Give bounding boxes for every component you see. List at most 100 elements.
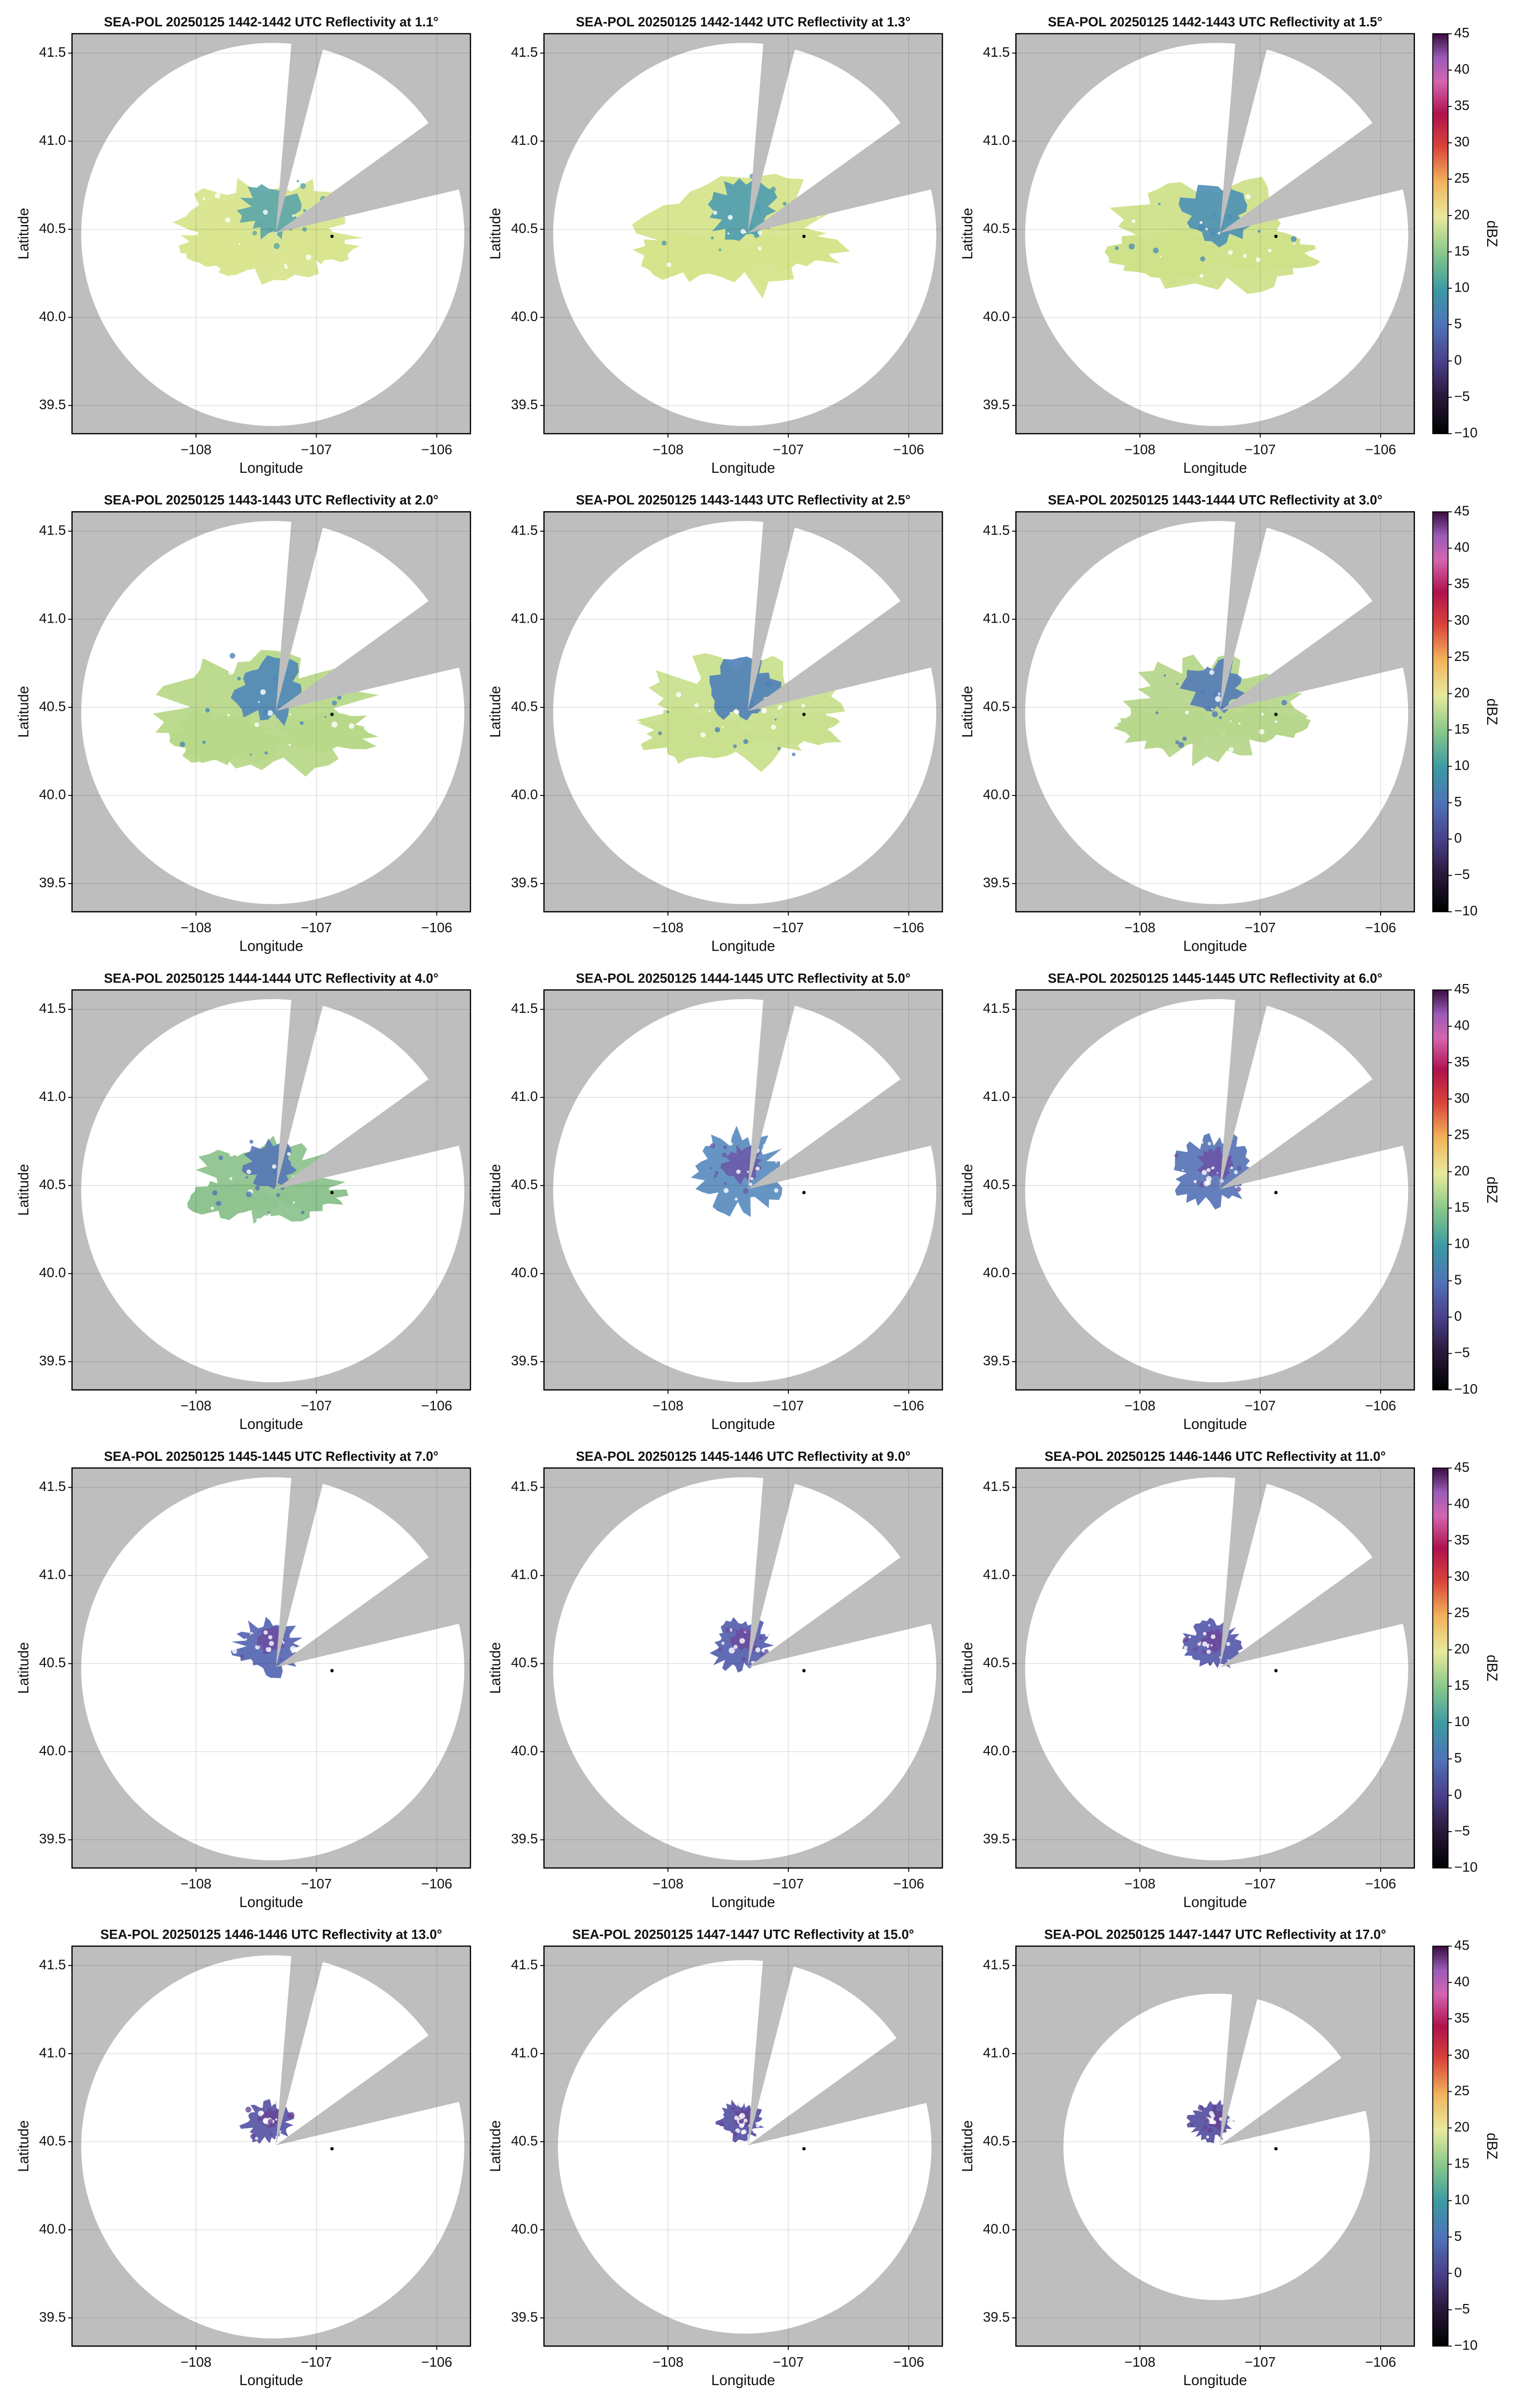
y-tick-label: 39.5 (39, 2309, 66, 2324)
echo-speckle (1188, 1636, 1192, 1639)
echo-speckle (275, 2118, 278, 2121)
y-axis-label: Latitude (960, 1642, 976, 1694)
echo-speckle (774, 1188, 779, 1193)
echo-speckle (729, 1142, 733, 1146)
echo-speckle (284, 263, 287, 267)
echo-speckle (211, 1206, 214, 1210)
chart-title: SEA-POL 20250125 1445-1445 UTC Reflectiv… (1048, 971, 1382, 985)
y-tick-label: 40.0 (39, 2221, 66, 2236)
echo-speckle (292, 214, 295, 218)
echo-speckle (289, 713, 292, 716)
echo-speckle (215, 192, 221, 199)
echo-speckle (761, 708, 767, 714)
colorbar-tick-label: 5 (1454, 316, 1462, 331)
echo-speckle (302, 226, 307, 232)
blocked-sector (1219, 93, 1414, 233)
echo-speckle (733, 1644, 738, 1649)
echo-speckle (1209, 670, 1214, 675)
echo-speckle (202, 198, 206, 201)
echo-speckle (743, 2118, 748, 2123)
echo-speckle (1257, 229, 1261, 233)
y-tick-label: 41.0 (39, 132, 66, 148)
echo (273, 712, 379, 753)
echo-speckle (1211, 213, 1216, 218)
colorbar-tick-label: 25 (1454, 2083, 1470, 2098)
axes-frame (543, 33, 943, 435)
x-tick-label: −108 (1124, 441, 1155, 457)
x-tick-label: −108 (652, 1398, 683, 1414)
x-tick-label: −108 (652, 1876, 683, 1891)
echo-speckle (1210, 230, 1216, 236)
echo-speckle (756, 1166, 760, 1171)
y-tick-label: 40.0 (511, 787, 538, 802)
colorbar-tick-label: 20 (1454, 1641, 1470, 1656)
site-marker (1274, 234, 1278, 238)
echo-speckle (792, 753, 796, 757)
echo (1180, 657, 1248, 714)
y-tick-label: 40.0 (983, 787, 1010, 802)
echo-speckle (1205, 2119, 1210, 2124)
echo-speckle (721, 1642, 725, 1645)
colorbar-tick-label: −10 (1454, 2337, 1478, 2353)
echo-speckle (1215, 2113, 1219, 2117)
x-tick-label: −106 (421, 1398, 452, 1414)
colorbar-tick-label: 10 (1454, 758, 1470, 773)
x-tick-label: −107 (301, 2354, 331, 2370)
echo-speckle (1208, 1662, 1212, 1666)
echo-speckle (288, 744, 291, 746)
echo-speckle (254, 722, 259, 727)
echo-speckle (770, 187, 776, 192)
axes-frame (1015, 511, 1415, 913)
y-tick-label: 40.5 (39, 1177, 66, 1192)
colorbar-tick-label: 10 (1454, 1714, 1470, 1729)
echo-speckle (1199, 274, 1203, 278)
colorbar-tick-label: 0 (1454, 1309, 1462, 1324)
echo-speckle (741, 2130, 745, 2135)
echo-speckle (1217, 231, 1220, 235)
panel (1016, 1946, 1414, 2346)
echo-speckle (747, 1171, 749, 1173)
echo-speckle (676, 692, 681, 698)
colorbar-tick-label: −5 (1454, 1823, 1470, 1838)
x-tick-label: −107 (773, 1876, 804, 1891)
y-tick-label: 41.0 (983, 1089, 1010, 1104)
echo-speckle (274, 2102, 276, 2105)
echo-speckle (740, 228, 746, 234)
colorbar-tick-label: −10 (1454, 1381, 1478, 1397)
echo-speckle (288, 2112, 295, 2118)
colorbar-tick-label: 25 (1454, 1605, 1470, 1620)
echo-speckle (1229, 720, 1232, 723)
y-tick-label: 41.5 (983, 523, 1010, 538)
echo-speckle (733, 1629, 736, 1632)
colorbar-tick-label: 15 (1454, 1677, 1470, 1693)
echo-speckle (1207, 2127, 1213, 2133)
echo-speckle (238, 242, 241, 245)
x-tick-label: −107 (1245, 1398, 1276, 1414)
panel (72, 989, 471, 1390)
colorbar-tick-label: 15 (1454, 243, 1470, 258)
echo-speckle (736, 223, 739, 225)
colorbar-tick-label: 40 (1454, 540, 1470, 555)
chart-title: SEA-POL 20250125 1442-1443 UTC Reflectiv… (1048, 14, 1382, 29)
echo-speckle (292, 1202, 295, 1204)
y-axis-label: Latitude (960, 686, 976, 738)
panel (72, 1946, 471, 2346)
echo-speckle (730, 712, 732, 714)
echo-speckle (306, 254, 312, 260)
x-tick-label: −108 (181, 920, 212, 935)
echo-speckle (1200, 1639, 1204, 1643)
echo-speckle (267, 2119, 273, 2124)
echo-speckle (700, 732, 706, 738)
y-axis-label: Latitude (16, 2120, 32, 2172)
echo (236, 184, 302, 240)
echo-speckle (1202, 1632, 1207, 1636)
echo-speckle (1228, 250, 1233, 255)
x-axis-label: Longitude (711, 1895, 775, 1911)
blocked-sector (1219, 1527, 1414, 1667)
echo-speckle (739, 2123, 745, 2128)
echo-speckle (1205, 227, 1208, 230)
y-tick-label: 41.5 (39, 1000, 66, 1016)
y-tick-label: 41.5 (39, 523, 66, 538)
y-tick-label: 39.5 (983, 397, 1010, 412)
radar-coverage (81, 1955, 464, 2339)
